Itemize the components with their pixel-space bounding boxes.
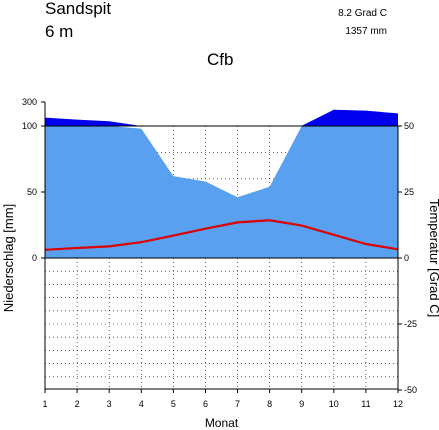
- climate-classification: Cfb: [207, 50, 234, 69]
- x-tick-label: 11: [361, 399, 370, 409]
- right-tick-label: 0: [404, 253, 409, 263]
- mean-temperature: 8.2 Grad C: [338, 8, 387, 19]
- right-axis-title: Temperatur [Grad C]: [427, 199, 439, 318]
- left-tick-label: 100: [22, 121, 37, 131]
- x-tick-label: 1: [42, 399, 47, 409]
- annual-precipitation: 1357 mm: [345, 26, 387, 37]
- left-tick-label: 0: [32, 253, 37, 263]
- x-tick-label: 9: [299, 399, 304, 409]
- station-elevation: 6 m: [45, 22, 74, 41]
- x-tick-label: 10: [329, 399, 339, 409]
- axes: [41, 101, 402, 393]
- left-tick-label: 50: [27, 187, 37, 197]
- grid: [45, 126, 398, 389]
- x-tick-label: 3: [107, 399, 112, 409]
- x-tick-label: 5: [171, 399, 176, 409]
- x-tick-label: 2: [75, 399, 80, 409]
- x-tick-label: 12: [393, 399, 403, 409]
- right-tick-label: 25: [404, 187, 414, 197]
- temperature-series: [44, 219, 399, 251]
- perhumid-area: [45, 109, 398, 126]
- humid-area-lower: [45, 220, 398, 258]
- temperature-line: [44, 219, 399, 251]
- x-tick-label: 8: [267, 399, 272, 409]
- precipitation-area: [45, 109, 398, 258]
- left-tick-label: 300: [22, 97, 37, 107]
- right-tick-label: -25: [404, 319, 417, 329]
- left-axis-title: Niederschlag [mm]: [1, 204, 16, 312]
- x-tick-label: 6: [203, 399, 208, 409]
- x-tick-label: 7: [235, 399, 240, 409]
- right-tick-label: 50: [404, 121, 414, 131]
- x-axis-title: Monat: [205, 416, 239, 430]
- x-tick-label: 4: [139, 399, 144, 409]
- right-tick-label: -50: [404, 385, 417, 395]
- humid-area: [45, 126, 398, 258]
- station-name: Sandspit: [45, 0, 112, 18]
